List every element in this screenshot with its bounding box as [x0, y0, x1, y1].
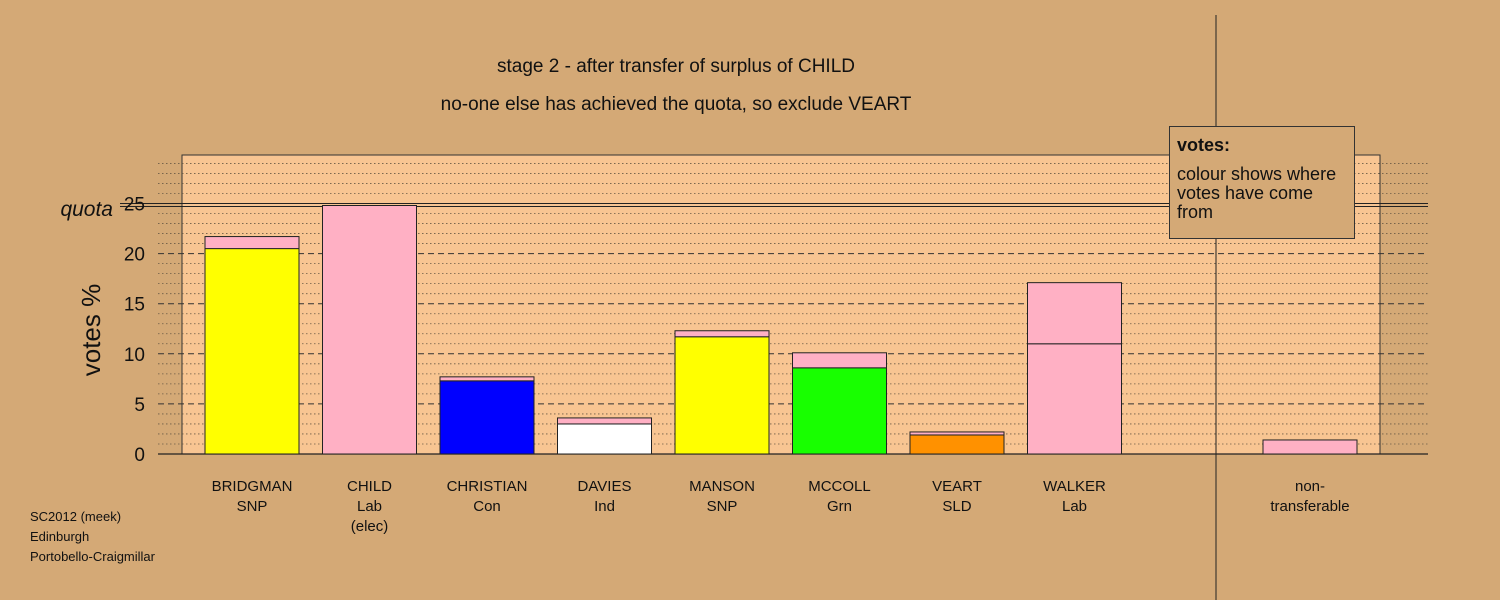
bar-segment [204, 236, 300, 250]
nontransferable-bar [1262, 439, 1358, 455]
y-tick-label: 15 [124, 295, 145, 316]
bars-group [204, 205, 1358, 455]
candidate-party-label: Lab [1062, 498, 1087, 515]
candidate-name-label: WALKER [1043, 478, 1106, 495]
candidate-party-label: Lab [357, 498, 382, 515]
footer-council: Edinburgh [30, 529, 90, 544]
candidate-party-label: Grn [827, 498, 852, 515]
y-tick-label: 25 [124, 195, 145, 216]
candidate-name-label: BRIDGMAN [212, 478, 293, 495]
legend-text: colour shows where votes have come from [1177, 164, 1337, 222]
bar-segment [792, 367, 887, 455]
bar-segment [322, 205, 417, 455]
y-tick-label: 0 [134, 445, 145, 466]
bar-segment [1027, 343, 1122, 455]
candidate-name-label: MANSON [689, 478, 755, 495]
candidate-name-label: MCCOLL [808, 478, 871, 495]
candidate-name-label: VEART [932, 478, 982, 495]
y-axis: 0 5 10 15 20 25 [124, 195, 145, 467]
candidate-party-label: SNP [237, 498, 268, 515]
candidate-party-label: Con [473, 498, 501, 515]
y-tick-label: 10 [124, 345, 145, 366]
footer-info: SC2012 (meek) Edinburgh Portobello-Craig… [30, 507, 155, 567]
nontransferable-label: non- [1295, 478, 1325, 495]
footer-ward: Portobello-Craigmillar [30, 549, 155, 564]
bar-segment [439, 376, 535, 382]
bar-segment [557, 417, 652, 425]
chart-subtitle: no-one else has achieved the quota, so e… [441, 94, 912, 115]
y-axis-label: votes % [76, 284, 106, 377]
candidate-party-label: SNP [707, 498, 738, 515]
chart-title: stage 2 - after transfer of surplus of C… [497, 56, 855, 77]
candidate-status-label: (elec) [351, 518, 389, 535]
y-tick-label: 20 [124, 245, 145, 266]
x-axis-labels: BRIDGMAN SNP CHILD Lab (elec) CHRISTIAN Con DAV… [212, 478, 1350, 535]
candidate-name-label: DAVIES [578, 478, 632, 495]
quota-label: quota [60, 198, 113, 221]
candidate-name-label: CHILD [347, 478, 392, 495]
bar-segment [1027, 282, 1122, 345]
bar-segment [204, 248, 300, 455]
bar-segment [909, 434, 1005, 455]
bar-segment [909, 431, 1005, 436]
bar-segment [674, 330, 770, 338]
bar-segment [792, 352, 887, 369]
bar-segment [557, 423, 652, 455]
candidate-name-label: CHRISTIAN [447, 478, 528, 495]
bar-segment [674, 336, 770, 455]
legend-heading: votes: [1177, 135, 1231, 155]
legend-box: votes: colour shows where votes have com… [1169, 126, 1355, 239]
y-tick-label: 5 [134, 395, 145, 416]
candidate-party-label: SLD [942, 498, 971, 515]
footer-method: SC2012 (meek) [30, 509, 122, 524]
candidate-party-label: Ind [594, 498, 615, 515]
bar-segment [439, 380, 535, 455]
nontransferable-label: transferable [1270, 498, 1349, 515]
